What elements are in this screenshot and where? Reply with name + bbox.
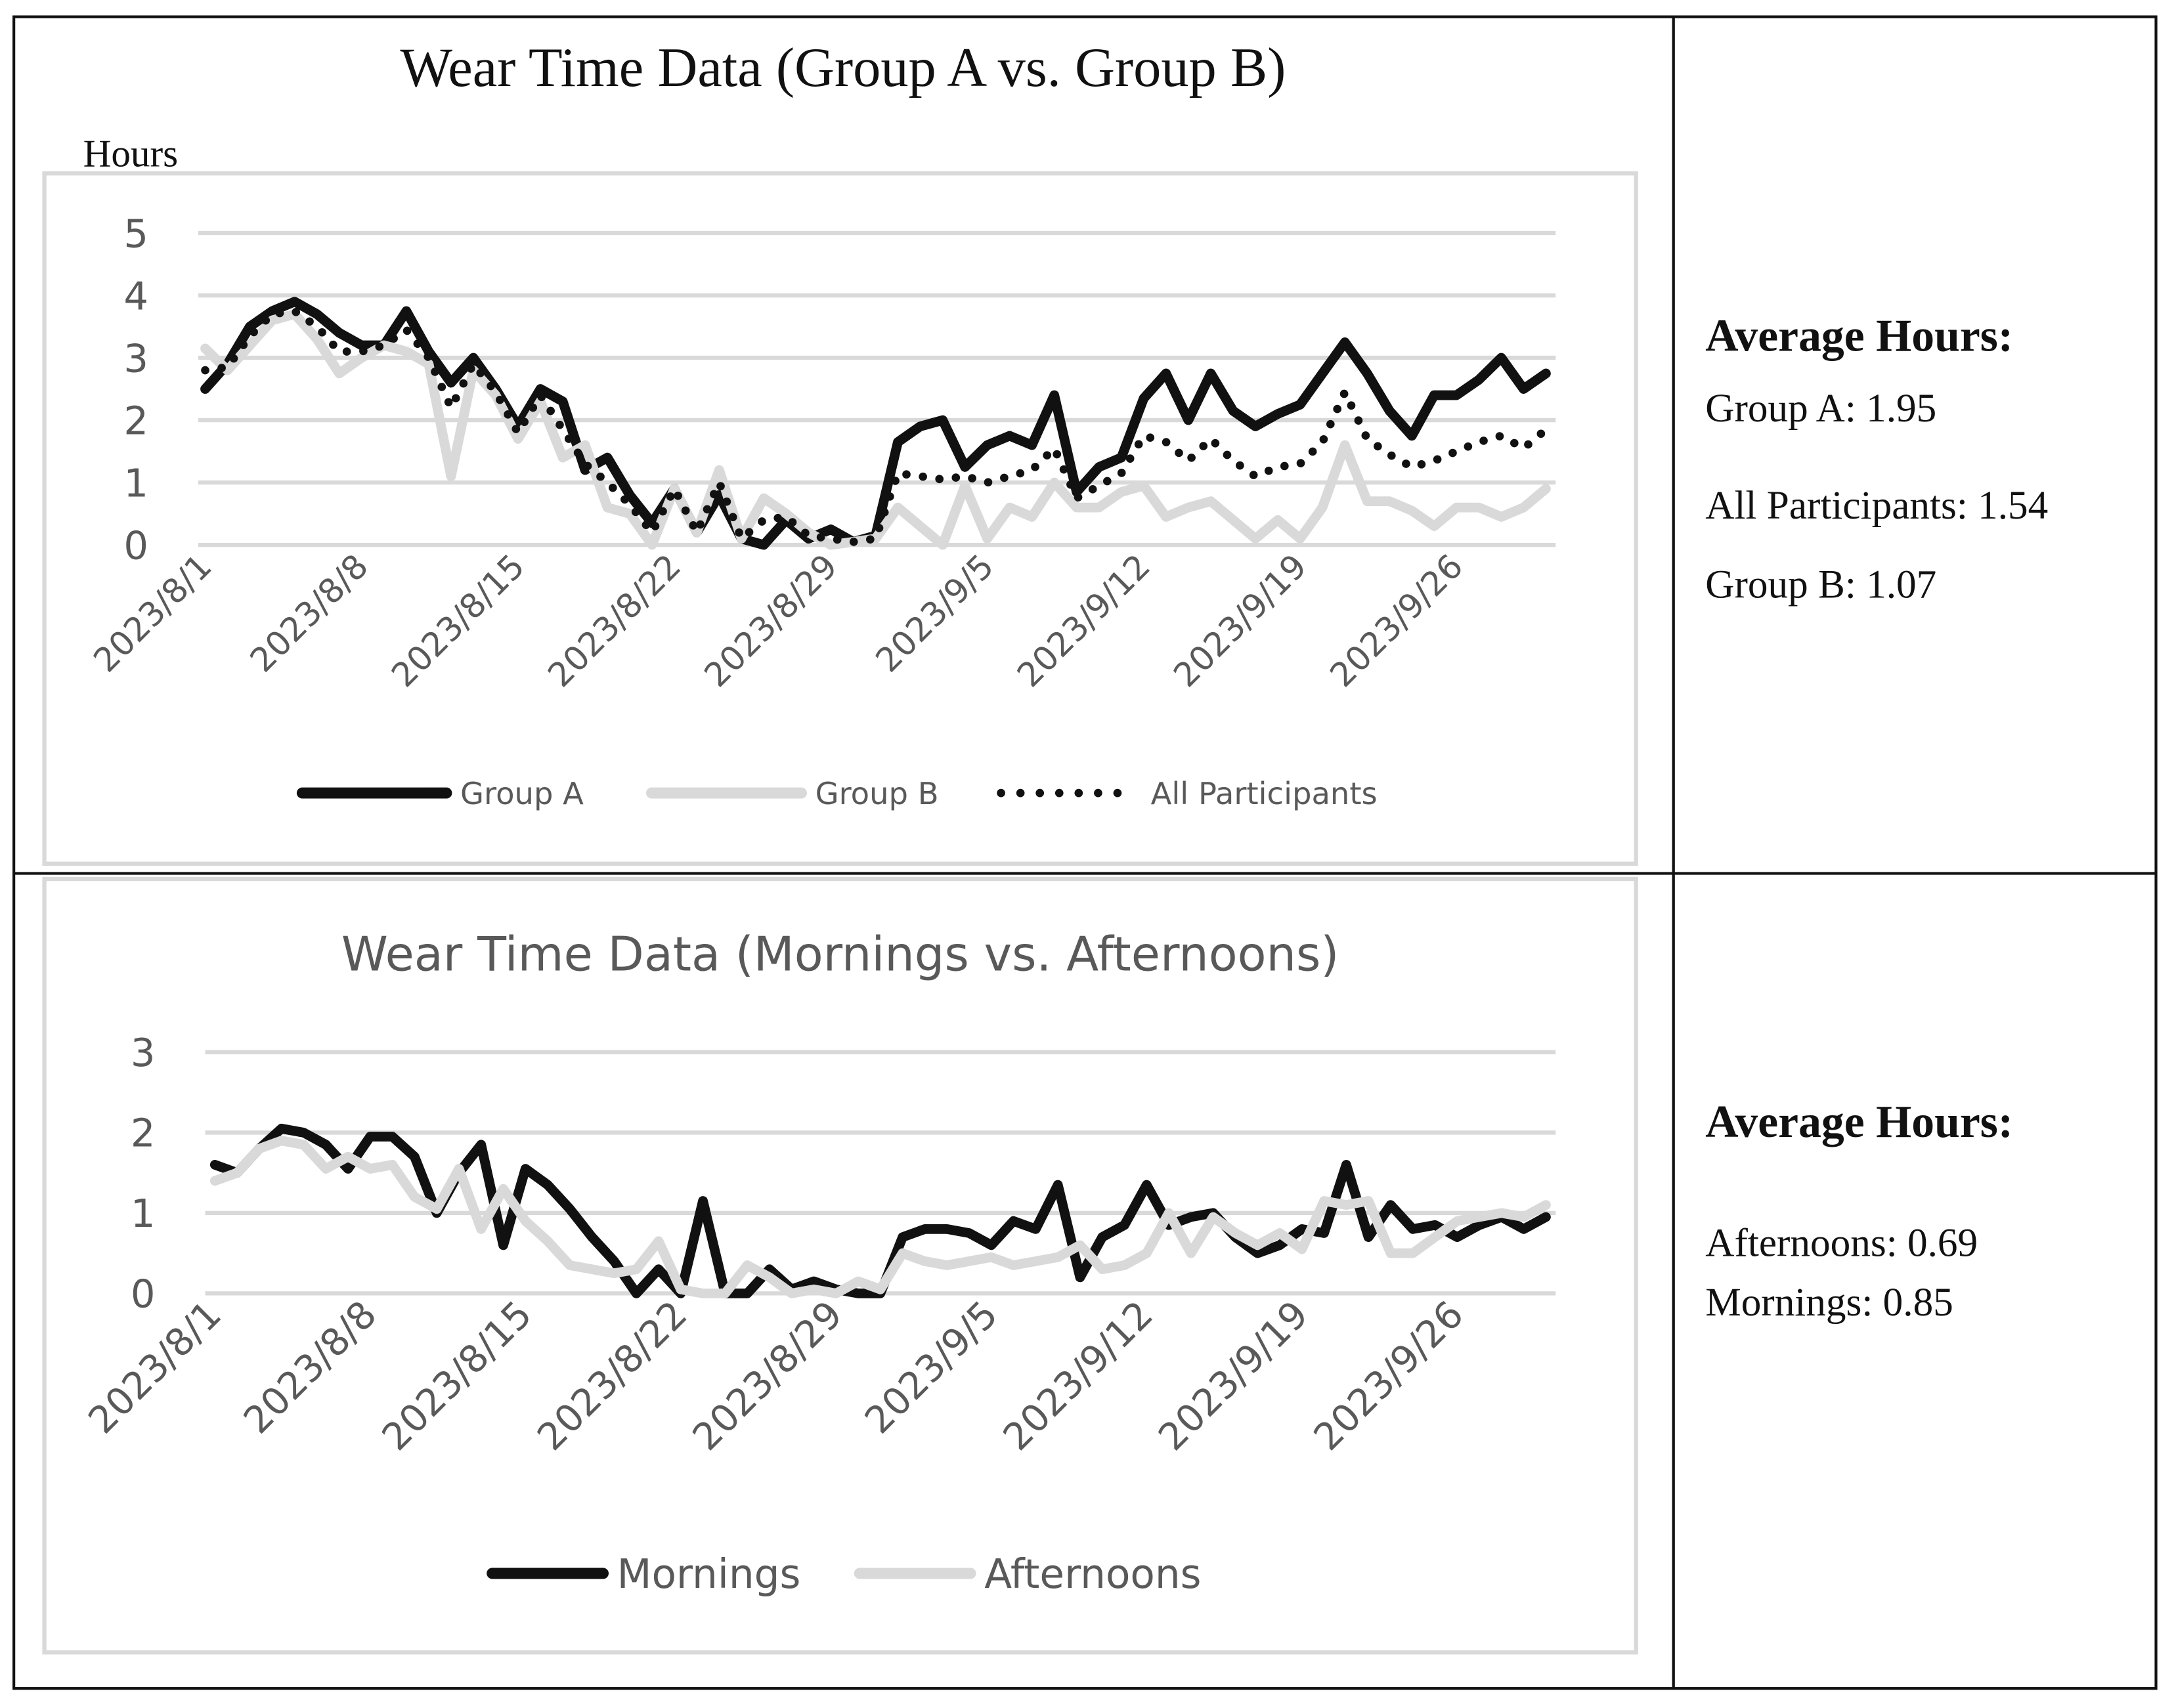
x-tick-label: 2023/9/26 bbox=[1322, 547, 1470, 694]
legend-label: Afternoons bbox=[984, 1551, 1201, 1598]
y-axis-label: Hours bbox=[83, 132, 178, 175]
x-tick-label: 2023/8/29 bbox=[697, 547, 844, 694]
legend-label: Group B bbox=[815, 776, 939, 811]
x-tick-label: 2023/8/22 bbox=[529, 1293, 695, 1459]
y-tick-label: 0 bbox=[131, 1271, 156, 1317]
series-line bbox=[209, 1136, 1551, 1298]
x-tick-label: 2023/8/1 bbox=[86, 547, 219, 680]
x-tick-label: 2023/8/8 bbox=[242, 547, 376, 680]
series-line bbox=[200, 297, 1551, 550]
legend-label: Mornings bbox=[617, 1551, 801, 1598]
x-tick-label: 2023/9/5 bbox=[857, 1293, 1007, 1443]
x-tick-label: 2023/8/15 bbox=[384, 547, 532, 694]
x-tick-label: 2023/9/19 bbox=[1150, 1293, 1316, 1459]
x-tick-label: 2023/9/5 bbox=[868, 547, 1001, 680]
y-tick-label: 3 bbox=[123, 335, 148, 381]
legend-label: Group A bbox=[460, 776, 584, 811]
x-tick-label: 2023/8/15 bbox=[374, 1293, 540, 1459]
panel-line: Afternoons: 0.69 bbox=[1705, 1220, 1978, 1265]
x-tick-label: 2023/9/26 bbox=[1306, 1293, 1472, 1459]
table-border bbox=[12, 15, 2158, 1690]
x-tick-label: 2023/9/12 bbox=[1010, 547, 1158, 694]
y-tick-label: 2 bbox=[123, 398, 148, 443]
chart-frame bbox=[42, 171, 1638, 866]
panel-line: Group A: 1.95 bbox=[1705, 386, 1936, 431]
x-tick-label: 2023/8/29 bbox=[685, 1293, 851, 1459]
y-tick-label: 0 bbox=[123, 523, 148, 568]
y-tick-label: 4 bbox=[123, 273, 148, 318]
y-tick-label: 1 bbox=[123, 460, 148, 505]
chart-frame bbox=[42, 876, 1638, 1655]
x-tick-label: 2023/9/19 bbox=[1166, 547, 1314, 694]
y-tick-label: 1 bbox=[131, 1191, 156, 1236]
x-tick-label: 2023/9/12 bbox=[995, 1293, 1162, 1459]
panel-line: All Participants: 1.54 bbox=[1705, 483, 2048, 528]
panel-line: Mornings: 0.85 bbox=[1705, 1280, 1953, 1325]
y-tick-label: 5 bbox=[123, 211, 148, 256]
chart-title: Wear Time Data (Group A vs. Group B) bbox=[400, 37, 1286, 98]
legend-label: All Participants bbox=[1151, 776, 1378, 811]
x-tick-label: 2023/8/22 bbox=[540, 547, 688, 694]
chart-title: Wear Time Data (Mornings vs. Afternoons) bbox=[341, 926, 1339, 981]
panel-line: Group B: 1.07 bbox=[1705, 562, 1936, 607]
y-tick-label: 3 bbox=[131, 1030, 156, 1075]
panel-heading: Average Hours: bbox=[1705, 1097, 2013, 1147]
series-line bbox=[201, 307, 1550, 546]
x-tick-label: 2023/8/8 bbox=[236, 1293, 385, 1443]
panel-heading: Average Hours: bbox=[1705, 310, 2013, 361]
y-tick-label: 2 bbox=[131, 1111, 156, 1156]
series-line bbox=[200, 309, 1551, 550]
